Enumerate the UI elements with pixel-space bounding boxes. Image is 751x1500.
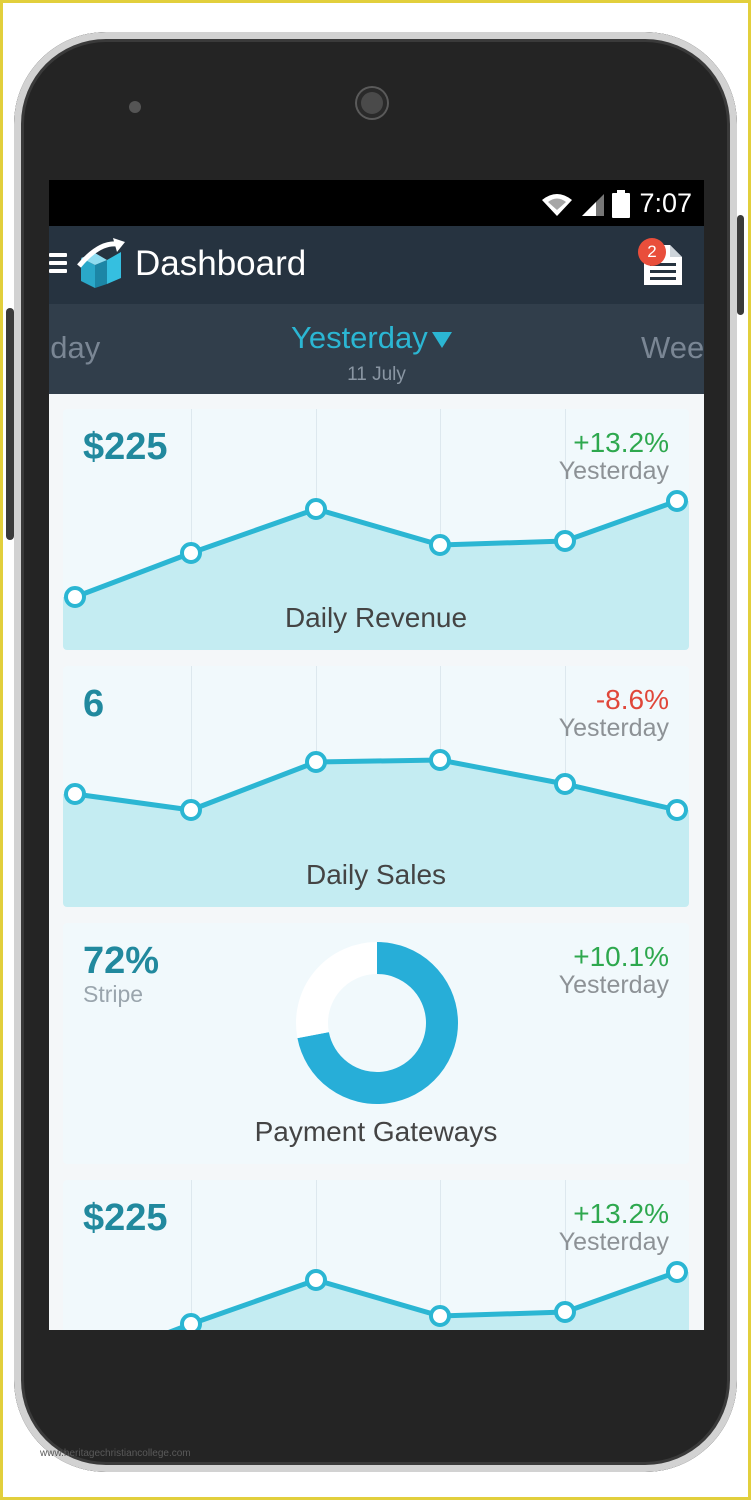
notification-badge: 2 [638, 238, 666, 266]
revenue-change: +13.2% [573, 427, 669, 458]
payment-donut-chart [296, 942, 458, 1104]
sales-value: 6 [83, 683, 105, 725]
chart-point [180, 1313, 202, 1330]
chart-point [554, 773, 576, 795]
hamburger-menu-icon[interactable] [49, 253, 67, 275]
date-tabs: oday Yesterday 11 July Wee [49, 304, 704, 394]
donut-slice-other [296, 942, 378, 1039]
revenue-card-2[interactable]: $225 +13.2% Yesterday [63, 1180, 689, 1330]
gateway-percent: 72% [83, 940, 160, 982]
gridline [191, 409, 192, 650]
chart-point [305, 1269, 327, 1291]
front-camera [357, 88, 387, 118]
chart-line [74, 498, 678, 600]
cell-signal-icon [582, 194, 604, 216]
tab-week[interactable]: Wee [641, 330, 704, 365]
chart-point [666, 1261, 688, 1283]
wifi-icon [542, 194, 572, 216]
chart-area [63, 760, 689, 907]
chart-point [554, 1301, 576, 1323]
revenue-change-2: +13.2% [573, 1198, 669, 1229]
gridline [440, 409, 441, 650]
donut-slice-stripe [297, 942, 458, 1104]
chart-line [168, 1269, 678, 1330]
caret-down-icon [431, 331, 452, 348]
gateway-period: Yesterday [558, 971, 669, 999]
gridline [316, 1180, 317, 1330]
battery-icon [612, 190, 630, 218]
gridline [565, 409, 566, 650]
revenue-value-2: $225 [83, 1197, 168, 1239]
chart-point [64, 783, 86, 805]
sales-title: Daily Sales [305, 859, 447, 890]
gateway-change: +10.1% [573, 941, 669, 972]
gateway-name: Stripe [83, 981, 144, 1007]
volume-button [6, 308, 14, 540]
gridline [191, 666, 192, 907]
revenue-period-2: Yesterday [558, 1228, 669, 1256]
revenue-title: Daily Revenue [284, 602, 468, 633]
sales-period: Yesterday [558, 714, 669, 742]
status-time: 7:07 [639, 188, 692, 218]
reports-icon[interactable] [640, 241, 686, 287]
chart-point [305, 751, 327, 773]
sales-change: -8.6% [595, 684, 669, 715]
sales-chart [63, 749, 689, 907]
chart-point [429, 534, 451, 556]
revenue-value: $225 [83, 426, 168, 468]
chart-point [429, 749, 451, 771]
app-bar: Dashboard 2 [49, 226, 704, 304]
app-title: Dashboard [135, 244, 307, 283]
sales-card[interactable]: 6 -8.6% Yesterday Daily Sales [63, 666, 689, 907]
chart-point [180, 542, 202, 564]
gridline [191, 1180, 192, 1330]
status-bar: 7:07 [49, 180, 704, 226]
chart-point [554, 530, 576, 552]
status-icons [540, 190, 630, 218]
power-button [737, 215, 744, 315]
chart-point [64, 586, 86, 608]
gridline [440, 1180, 441, 1330]
tab-yesterday-label: Yesterday [291, 320, 428, 355]
chart-line [74, 757, 678, 813]
revenue-card[interactable]: $225 +13.2% Yesterday Daily Revenue [63, 409, 689, 650]
chart-area [63, 501, 689, 650]
revenue-period: Yesterday [558, 457, 669, 485]
phone-screen: 7:07 Dashboard 2 oday Yesterday 11 July … [49, 180, 704, 1330]
chart-logo-icon [77, 238, 125, 288]
chart-point [666, 490, 688, 512]
chart-point [180, 799, 202, 821]
chart-point [666, 799, 688, 821]
proximity-sensor [129, 101, 141, 113]
tab-today[interactable]: oday [49, 330, 101, 365]
selected-date: 11 July [347, 364, 406, 385]
revenue-chart-2 [168, 1261, 689, 1330]
gateway-title: Payment Gateways [254, 1116, 498, 1147]
revenue-chart [63, 490, 689, 650]
tab-yesterday[interactable]: Yesterday [291, 320, 452, 356]
payment-gateways-card[interactable]: 72% Stripe +10.1% Yesterday Payment Gate… [63, 923, 689, 1164]
watermark: www.heritagechristiancollege.com [40, 1448, 191, 1459]
gridline [565, 1180, 566, 1330]
chart-point [429, 1305, 451, 1327]
chart-point [305, 498, 327, 520]
